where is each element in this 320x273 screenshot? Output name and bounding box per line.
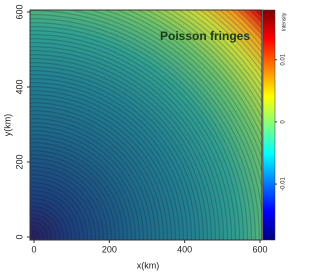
x-tick-label: 0 (31, 244, 36, 254)
y-tick-label: 200 (14, 154, 24, 169)
heatmap-image (30, 10, 262, 240)
y-tick-label: 600 (14, 4, 24, 19)
chart-title: Poisson fringes (160, 29, 250, 43)
colorbar-tick-label: 0 (281, 120, 287, 124)
x-axis-label: x(km) (137, 260, 160, 270)
y-tick-label: 0 (14, 234, 24, 239)
x-tick-label: 400 (177, 244, 192, 254)
colorbar-tick-label: -0.01 (281, 177, 287, 191)
colorbar-label: Intensity (281, 12, 287, 31)
y-tick-label: 400 (14, 79, 24, 94)
page: Poisson fringes x(km) y(km) Intensity 0 2… (2, 4, 287, 270)
colorbar (262, 9, 276, 241)
y-axis-label: y(km) (2, 114, 12, 137)
plot-frame (29, 9, 263, 241)
x-tick-label: 200 (102, 244, 117, 254)
colorbar-tick-label: 0.01 (281, 53, 287, 65)
x-tick-label: 600 (252, 244, 267, 254)
chart: Poisson fringes x(km) y(km) Intensity 0 2… (2, 4, 287, 270)
